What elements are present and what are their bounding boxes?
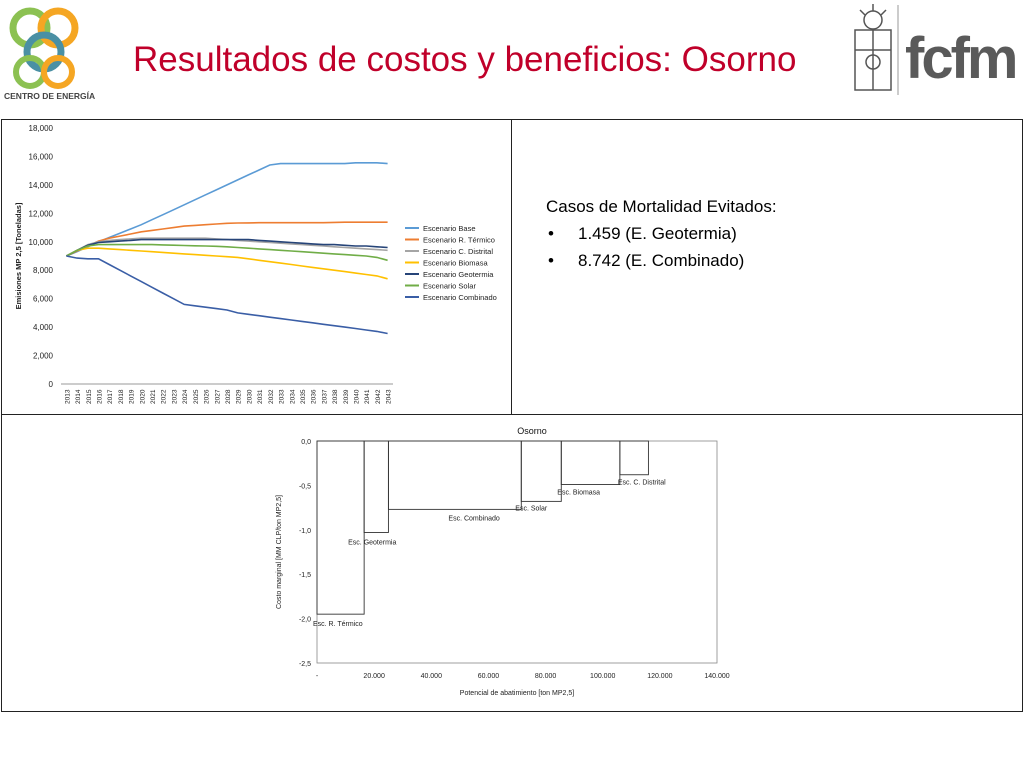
x-tick-label: 2018 [118, 389, 125, 404]
y-tick-label: -2,0 [299, 617, 311, 624]
x-tick-label: 20.000 [363, 673, 385, 680]
series-line [66, 247, 388, 280]
x-tick-label: 2038 [332, 389, 339, 404]
y-axis-label: Costo marginal [MM CLP/ton MP2,5] [276, 495, 283, 609]
mortality-item: 8.742 (E. Combinado) [546, 247, 777, 274]
x-tick-label: 2029 [236, 389, 243, 404]
segment-label: Esc. Solar [515, 505, 548, 512]
legend-label: Escenario Biomasa [423, 259, 488, 268]
x-tick-label: 2035 [300, 389, 307, 404]
x-tick-label: 2016 [96, 389, 103, 404]
emissions-line-chart: 0 2,000 4,000 6,000 8,000 10,000 12,000 14,000 1… [14, 124, 497, 404]
page-title: Resultados de costos y beneficios: Osorn… [133, 40, 797, 79]
marginal-cost-chart: Osorno 0,0 -0,5 -1,0 -1,5 -2,0 -2,5- 20.000 40.0… [276, 426, 730, 697]
y-tick-label: 14,000 [29, 181, 54, 190]
legend-label: Escenario Solar [423, 282, 476, 291]
y-tick-label: 2,000 [33, 352, 54, 361]
x-tick-label: 2021 [150, 389, 157, 404]
y-tick-label: 10,000 [29, 238, 54, 247]
x-tick-label: 2015 [86, 389, 93, 404]
y-tick-label: -1,5 [299, 572, 311, 579]
plot-area [316, 440, 718, 664]
series-line [66, 255, 388, 335]
x-tick-label: 2022 [161, 389, 168, 404]
cost-step-bar [363, 440, 389, 533]
cost-step-bar [316, 440, 365, 615]
series-line [66, 221, 388, 257]
y-axis-label: Emisiones MP 2,5 [Toneladas] [14, 202, 23, 309]
series-line [66, 161, 388, 257]
y-tick-label: 6,000 [33, 295, 54, 304]
y-tick-label: 0,0 [301, 439, 311, 446]
y-tick-label: 0 [49, 380, 54, 389]
x-tick-label: 2031 [257, 389, 264, 404]
legend-label: Escenario Base [423, 224, 476, 233]
x-tick-label: 2043 [386, 389, 393, 404]
x-tick-label: 2014 [75, 389, 82, 404]
segment-label: Esc. Combinado [448, 515, 499, 522]
y-tick-label: 4,000 [33, 323, 54, 332]
x-tick-label: 2042 [375, 389, 382, 404]
y-tick-label: -0,5 [299, 483, 311, 490]
x-tick-label: 2041 [364, 389, 371, 404]
x-tick-label: 2040 [354, 389, 361, 404]
x-tick-label: 2019 [129, 389, 136, 404]
centro-energia-logo: CENTRO DE ENERGÍA [0, 0, 125, 110]
y-tick-label: 18,000 [29, 124, 54, 133]
mortality-heading: Casos de Mortalidad Evitados: [546, 197, 777, 216]
segment-label: Esc. C. Distrital [618, 480, 666, 487]
x-tick-label: 2027 [214, 389, 221, 404]
x-tick-label: 2037 [321, 389, 328, 404]
cost-step-bar [560, 440, 621, 485]
x-axis-label: Potencial de abatimiento [ton MP2,5] [460, 690, 574, 697]
x-tick-label: 120.000 [647, 673, 672, 680]
cost-step-bar [520, 440, 562, 502]
x-tick-label: 2020 [139, 389, 146, 404]
y-tick-label: 16,000 [29, 152, 54, 161]
x-tick-label: 2039 [343, 389, 350, 404]
x-tick-label: 2036 [311, 389, 318, 404]
x-tick-label: 2028 [225, 389, 232, 404]
series-line [66, 243, 388, 262]
x-tick-label: 40.000 [421, 673, 443, 680]
x-tick-label: 80.000 [535, 673, 557, 680]
legend-label: Escenario Combinado [423, 293, 497, 302]
mortality-item: 1.459 (E. Geotermia) [546, 220, 777, 247]
x-tick-label: 2026 [204, 389, 211, 404]
segment-label: Esc. Biomasa [557, 490, 600, 497]
cost-step-bar [619, 440, 649, 476]
legend-label: Escenario R. Térmico [423, 236, 495, 245]
x-tick-label: 2023 [171, 389, 178, 404]
x-tick-label: 60.000 [478, 673, 500, 680]
y-tick-label: 8,000 [33, 266, 54, 275]
y-tick-label: -1,0 [299, 528, 311, 535]
y-tick-label: -2,5 [299, 661, 311, 668]
cost-step-bar [387, 440, 522, 510]
x-tick-label: 100.000 [590, 673, 615, 680]
x-tick-label: 2033 [279, 389, 286, 404]
fcfm-logo-text: fcfm [905, 26, 1015, 91]
x-tick-label: 2030 [246, 389, 253, 404]
x-tick-label: - [316, 673, 319, 680]
x-tick-label: 2034 [289, 389, 296, 404]
mortality-block: Casos de Mortalidad Evitados: 1.459 (E. … [546, 193, 777, 274]
university-shield-icon [854, 4, 892, 91]
legend-label: Escenario C. Distrital [423, 247, 493, 256]
x-tick-label: 2013 [64, 389, 71, 404]
segment-label: Esc. Geotermia [348, 539, 396, 546]
chart-title: Osorno [517, 426, 547, 436]
segment-label: Esc. R. Térmico [313, 621, 363, 628]
x-tick-label: 2017 [107, 389, 114, 404]
fcfm-logo: fcfm [850, 0, 1020, 100]
series-line [66, 238, 388, 257]
cost-chart-panel [1, 414, 1023, 712]
x-tick-label: 140.000 [704, 673, 729, 680]
x-tick-label: 2025 [193, 389, 200, 404]
centro-energia-logo-text: CENTRO DE ENERGÍA [4, 91, 95, 101]
legend-label: Escenario Geotermia [423, 270, 494, 279]
y-tick-label: 12,000 [29, 209, 54, 218]
x-tick-label: 2032 [268, 389, 275, 404]
x-tick-label: 2024 [182, 389, 189, 404]
